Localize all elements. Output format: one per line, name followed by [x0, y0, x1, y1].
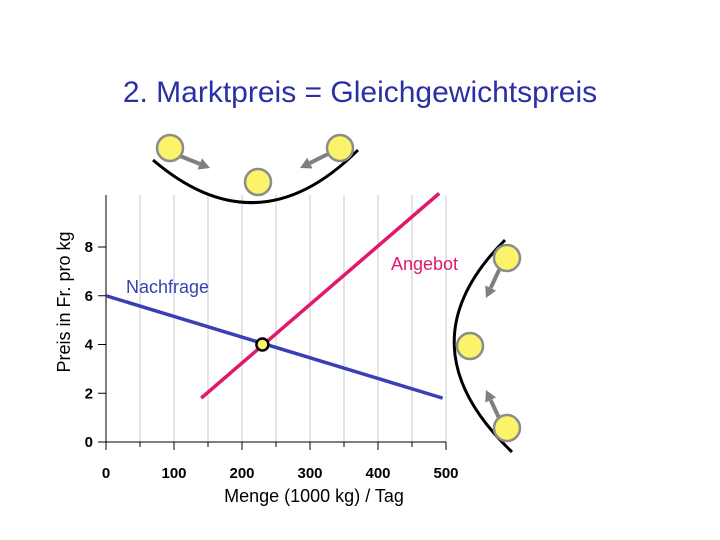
equilibrium-point: [255, 337, 270, 352]
x-axis-label: Menge (1000 kg) / Tag: [224, 486, 404, 506]
arrow-icon: [179, 154, 210, 170]
y-tick-label: 2: [85, 385, 93, 402]
y-tick-label: 6: [85, 288, 93, 305]
ball-icon: [492, 413, 522, 443]
ticks: 0 2 4 6 8 0 100 200 300 400 500: [85, 239, 459, 482]
series-label-nachfrage: Nachfrage: [126, 277, 209, 297]
y-axis-label: Preis in Fr. pro kg: [54, 231, 74, 372]
x-tick-label: 300: [297, 465, 322, 482]
ball-icon: [325, 133, 355, 163]
arrow-icon: [300, 152, 329, 169]
arrow-icon: [485, 390, 502, 421]
decorations: [152, 133, 522, 454]
grid: [139, 195, 447, 442]
arrow-icon: [485, 267, 502, 298]
x-tick-label: 400: [365, 465, 390, 482]
y-tick-label: 8: [85, 239, 93, 256]
ball-icon: [492, 243, 522, 273]
series-line-angebot: [200, 192, 441, 400]
x-tick-label: 500: [433, 465, 458, 482]
series-line-nachfrage: [105, 294, 444, 400]
bowl-arc: [452, 238, 514, 454]
y-tick-label: 0: [85, 434, 93, 451]
x-tick-label: 100: [161, 465, 186, 482]
x-tick-label: 0: [102, 465, 110, 482]
series: [105, 192, 444, 400]
bowl-arc: [152, 148, 360, 204]
ball-icon: [155, 133, 185, 163]
x-tick-label: 200: [229, 465, 254, 482]
ball-icon: [243, 167, 273, 197]
series-label-angebot: Angebot: [391, 254, 458, 274]
chart-title: 2. Marktpreis = Gleichgewichtspreis: [122, 76, 598, 109]
y-tick-label: 4: [85, 337, 94, 354]
labels: Preis in Fr. pro kg Menge (1000 kg) / Ta…: [54, 231, 458, 506]
ball-icon: [455, 331, 485, 361]
